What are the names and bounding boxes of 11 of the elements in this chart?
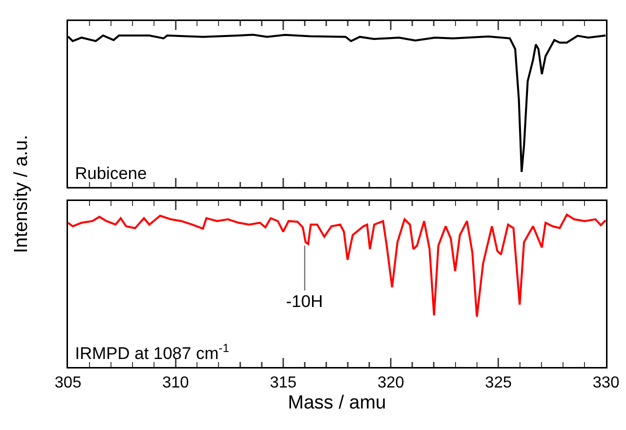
x-tick-label: 315	[270, 374, 297, 392]
x-tick-label: 325	[485, 374, 512, 392]
x-tick-label: 305	[54, 374, 82, 392]
x-tick-label: 330	[592, 374, 620, 392]
annotation: -10H	[286, 292, 323, 311]
x-tick-label: 320	[377, 374, 404, 392]
annotation: Rubicene	[75, 164, 147, 183]
y-axis-title: Intensity / a.u.	[11, 134, 33, 254]
annotation: IRMPD at 1087 cm$^{-1}$	[75, 341, 230, 364]
x-axis-title: Mass / amu	[288, 392, 386, 414]
x-tick-label: 310	[162, 374, 190, 392]
